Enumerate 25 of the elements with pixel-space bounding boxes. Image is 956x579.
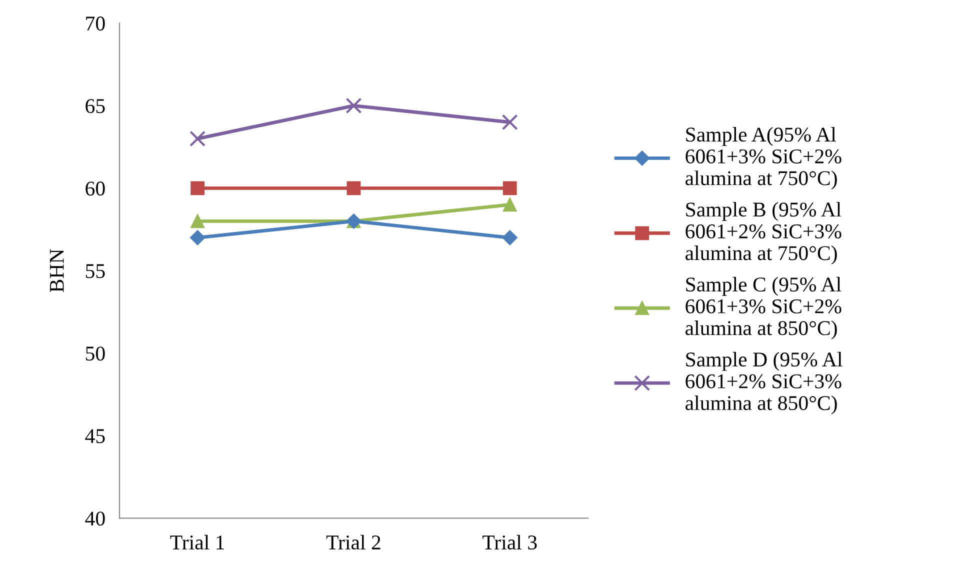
point — [346, 98, 362, 114]
point — [502, 114, 518, 130]
legend-label: Sample B (95% Al 6061+2% SiC+3% alumina at 750°C) — [686, 202, 842, 264]
y-tick-label: 40 — [85, 512, 105, 526]
point — [502, 181, 517, 196]
point — [502, 198, 517, 212]
y-tick-label: 55 — [86, 264, 105, 278]
x-tick-label: Trial 2 — [326, 534, 380, 550]
y-tick-label: 70 — [86, 16, 105, 31]
y-tick-label: 45 — [85, 429, 105, 444]
x-tick-label: Trial 3 — [482, 534, 537, 550]
x-tick-label: Trial 1 — [170, 534, 224, 550]
point — [346, 181, 361, 196]
legend-label: Sample A(95% Al 6061+3% SiC+2% alumina at 750°C) — [686, 127, 842, 190]
y-tick-label: 60 — [86, 182, 105, 196]
y-tick-label: 50 — [86, 346, 105, 361]
legend-label: Sample D (95% Al 6061+2% SiC+3% alumina at 850°C) — [686, 352, 842, 414]
point — [190, 130, 206, 147]
legend-label: Sample C (95% Al 6061+3% SiC+2% alumina at 850°C) — [686, 276, 842, 340]
point — [190, 230, 206, 246]
point — [502, 230, 518, 246]
y-tick-label: 65 — [86, 99, 105, 114]
y-axis-title: BHN — [50, 249, 64, 292]
point — [190, 181, 205, 196]
point — [190, 214, 205, 228]
